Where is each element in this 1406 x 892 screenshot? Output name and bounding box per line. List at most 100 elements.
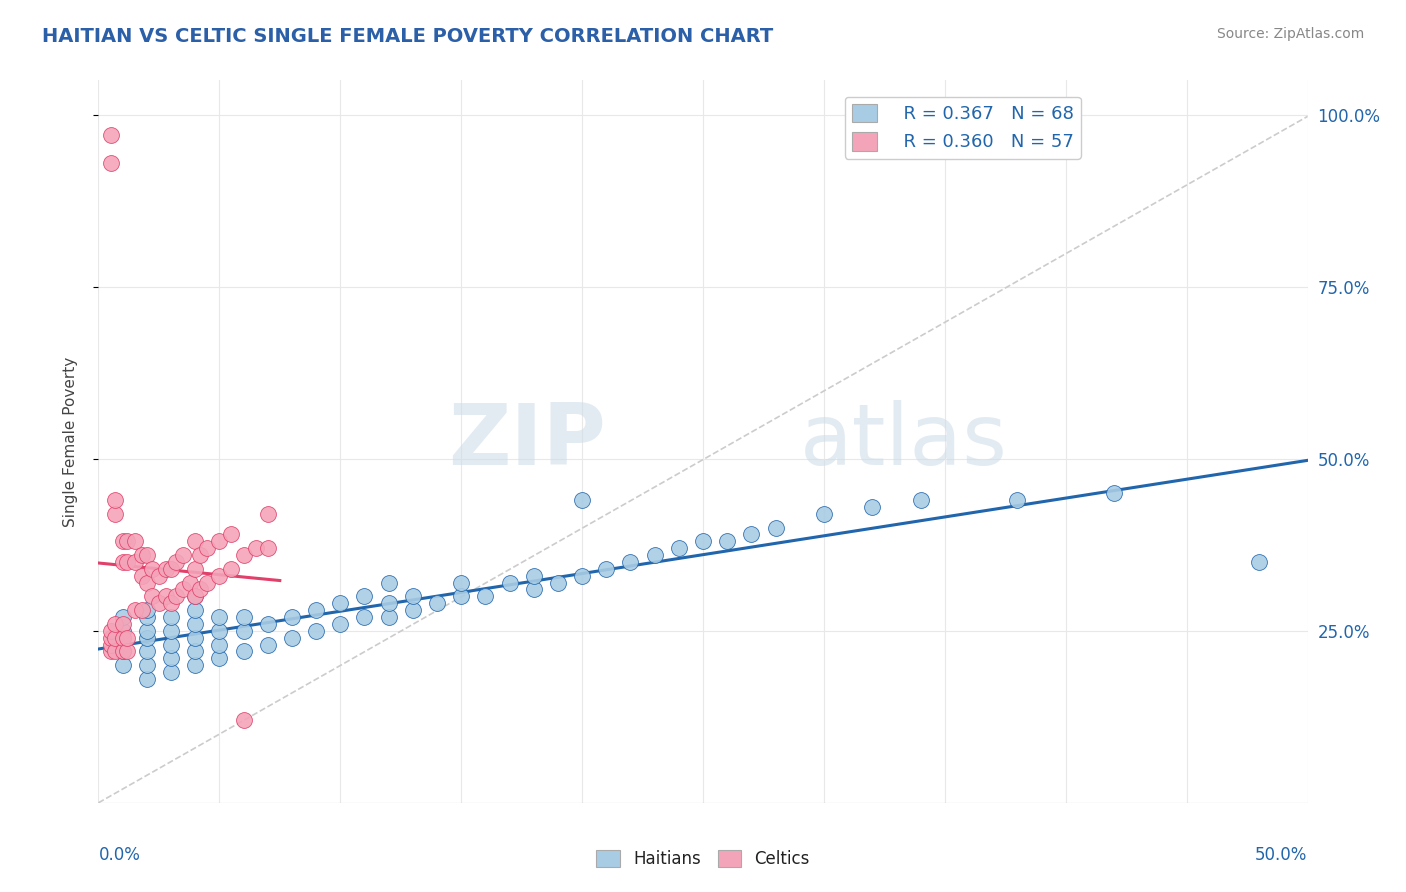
Point <box>148 596 170 610</box>
Point <box>141 590 163 604</box>
Point <box>160 624 183 638</box>
Point <box>179 575 201 590</box>
Point <box>111 610 134 624</box>
Point <box>135 548 157 562</box>
Point <box>329 596 352 610</box>
Point <box>281 610 304 624</box>
Point <box>232 713 254 727</box>
Point <box>155 590 177 604</box>
Point <box>232 610 254 624</box>
Point <box>188 548 211 562</box>
Legend:   R = 0.367   N = 68,   R = 0.360   N = 57: R = 0.367 N = 68, R = 0.360 N = 57 <box>845 96 1081 159</box>
Point <box>135 658 157 673</box>
Point <box>160 610 183 624</box>
Point <box>131 568 153 582</box>
Point <box>245 541 267 556</box>
Point <box>160 562 183 576</box>
Point <box>160 665 183 679</box>
Point <box>377 575 399 590</box>
Point <box>184 644 207 658</box>
Point <box>426 596 449 610</box>
Point <box>117 555 139 569</box>
Point <box>208 638 231 652</box>
Point <box>135 631 157 645</box>
Point <box>402 590 425 604</box>
Point <box>765 520 787 534</box>
Point <box>111 644 134 658</box>
Text: 50.0%: 50.0% <box>1256 847 1308 864</box>
Point <box>135 610 157 624</box>
Point <box>184 590 207 604</box>
Point <box>111 534 134 549</box>
Point <box>232 644 254 658</box>
Point <box>523 568 546 582</box>
Point <box>208 651 231 665</box>
Point <box>595 562 617 576</box>
Point <box>221 527 243 541</box>
Point <box>111 644 134 658</box>
Point <box>644 548 666 562</box>
Point <box>104 507 127 521</box>
Point <box>141 562 163 576</box>
Point <box>1102 486 1125 500</box>
Text: ZIP: ZIP <box>449 400 606 483</box>
Point <box>619 555 641 569</box>
Y-axis label: Single Female Poverty: Single Female Poverty <box>63 357 77 526</box>
Point <box>135 624 157 638</box>
Point <box>100 644 122 658</box>
Point <box>402 603 425 617</box>
Point <box>910 493 932 508</box>
Point <box>547 575 569 590</box>
Point <box>111 616 134 631</box>
Point <box>184 534 207 549</box>
Point <box>165 555 187 569</box>
Point <box>450 590 472 604</box>
Point <box>100 638 122 652</box>
Point <box>160 638 183 652</box>
Point <box>117 644 139 658</box>
Point <box>208 610 231 624</box>
Point <box>692 534 714 549</box>
Text: HAITIAN VS CELTIC SINGLE FEMALE POVERTY CORRELATION CHART: HAITIAN VS CELTIC SINGLE FEMALE POVERTY … <box>42 27 773 45</box>
Point <box>195 541 218 556</box>
Point <box>100 156 122 170</box>
Point <box>155 562 177 576</box>
Text: Source: ZipAtlas.com: Source: ZipAtlas.com <box>1216 27 1364 41</box>
Point <box>111 555 134 569</box>
Point <box>1007 493 1029 508</box>
Text: 0.0%: 0.0% <box>98 847 141 864</box>
Point <box>117 534 139 549</box>
Point <box>329 616 352 631</box>
Point <box>813 507 835 521</box>
Point <box>135 575 157 590</box>
Point <box>256 638 278 652</box>
Point <box>195 575 218 590</box>
Point <box>160 596 183 610</box>
Point <box>111 624 134 638</box>
Point <box>571 568 593 582</box>
Point <box>523 582 546 597</box>
Point <box>860 500 883 514</box>
Point <box>498 575 520 590</box>
Point <box>256 541 278 556</box>
Point <box>377 596 399 610</box>
Point <box>135 672 157 686</box>
Point <box>184 631 207 645</box>
Point <box>100 631 122 645</box>
Point <box>131 548 153 562</box>
Point <box>104 493 127 508</box>
Point <box>208 534 231 549</box>
Point <box>450 575 472 590</box>
Text: atlas: atlas <box>800 400 1008 483</box>
Point <box>188 582 211 597</box>
Point <box>353 590 375 604</box>
Point <box>135 603 157 617</box>
Point <box>124 534 146 549</box>
Point <box>208 624 231 638</box>
Point <box>100 128 122 143</box>
Point <box>165 590 187 604</box>
Point <box>131 603 153 617</box>
Point <box>474 590 496 604</box>
Point <box>1249 555 1271 569</box>
Point <box>232 548 254 562</box>
